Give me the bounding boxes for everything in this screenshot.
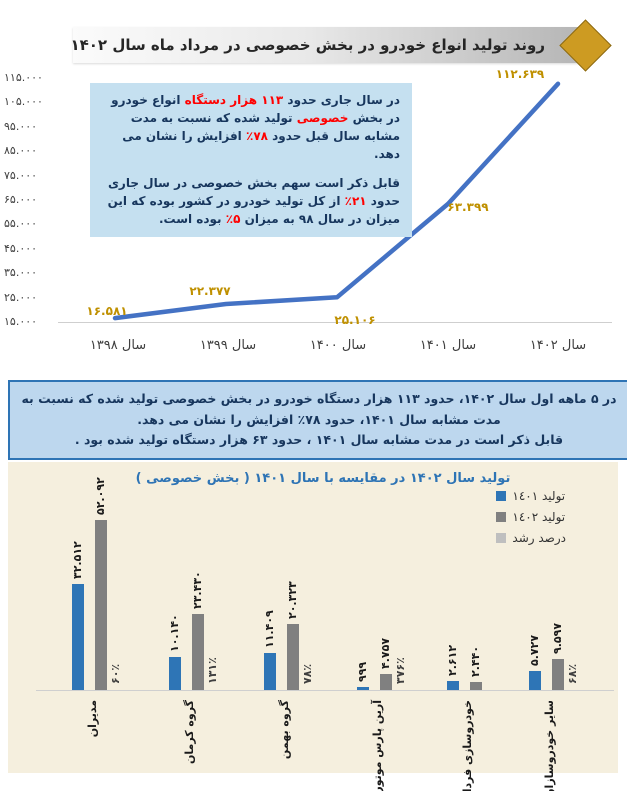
y-axis-tick: ۸۵.۰۰۰ [4,144,38,158]
legend-color-swatch [496,491,507,501]
legend-item: درصد رشد [496,531,566,545]
line-point-label: ۱۱۲.۶۳۹ [495,67,545,81]
bar-value-label-1402: ۲.۴۴۰ [469,645,482,678]
y-axis-tick: ۱۰۵.۰۰۰ [4,95,43,109]
bar-1402-4 [470,682,482,690]
annotation-text: از کل تولید خودرو در کشور بوده که این می… [107,194,400,226]
bar-value-label-1401: ۵.۷۲۷ [528,635,541,667]
line-point-label: ۱۶.۵۸۱ [86,304,128,318]
highlighted-value: ۷۸٪ [245,129,268,143]
bar-1402-1 [192,613,204,690]
legend-color-swatch [496,512,507,522]
highlighted-value: ۱۱۳ هزار دستگاه [184,93,284,107]
bar-value-label-1401: ۱۰.۱۴۰ [168,614,181,652]
line-point-label: ۲۵.۱۰۶ [334,313,376,327]
legend-label: تولید ١٤٠٢ [512,510,566,524]
x-axis-tick: سال ۱۳۹۹ [199,338,257,353]
bar-value-label-1402: ۲۰.۳۲۳ [286,580,299,619]
page-title-bar: روند تولید انواع خودرو در بخش خصوصی در م… [70,27,585,63]
bar-chart: تولید سال ۱۴۰۲ در مقایسه با سال ۱۴۰۱ ( ب… [8,462,618,791]
annotation-paragraph-2: قابل ذکر است سهم بخش خصوصی در سال جاری ح… [102,174,400,228]
bar-1402-5 [552,658,564,690]
line-point-label: ۶۳.۳۹۹ [447,200,489,214]
bar-value-label-1401: ۹۹۹ [356,661,369,682]
bar-value-label-1402: ۹.۵۹۷ [551,622,564,654]
growth-percent-label: ۶۰٪ [109,663,122,684]
annotation-box: در سال جاری حدود ۱۱۳ هزار دستگاه انواع خ… [90,83,412,237]
highlighted-value: خصوصی [296,111,349,125]
bar-value-label-1402: ۴.۷۵۷ [379,638,392,670]
highlighted-value: ۲۱٪ [344,194,367,208]
bar-1401-3 [357,686,369,690]
annotation-text: تولید شده که نسبت به مدت مشابه سال قبل ح… [130,111,400,143]
bar-1401-5 [529,671,541,690]
legend-label: درصد رشد [512,531,566,545]
growth-percent-label: ۷۸٪ [301,663,314,684]
category-label: سایر خودروسازان [543,700,556,791]
bar-1401-0 [72,583,84,690]
annotation-text: بوده است. [158,212,226,226]
growth-percent-label: ۶۸٪ [566,663,579,684]
legend-item: تولید ١٤٠١ [496,489,565,503]
x-axis-tick: سال ۱۳۹۸ [89,338,147,353]
y-axis-tick: ۱۱۵.۰۰۰ [4,71,43,84]
line-point-label: ۲۲.۳۷۷ [189,284,231,298]
y-axis-tick: ۴۵.۰۰۰ [4,241,38,255]
summary-banner-line1: در ۵ ماهه اول سال ۱۴۰۲، حدود ۱۱۳ هزار دس… [21,391,617,427]
bar-baseline [36,690,614,691]
bar-chart-title: تولید سال ۱۴۰۲ در مقایسه با سال ۱۴۰۱ ( ب… [135,471,511,486]
page-title: روند تولید انواع خودرو در بخش خصوصی در م… [70,36,545,54]
y-axis-tick: ۶۵.۰۰۰ [4,193,38,206]
bar-1402-0 [95,519,107,690]
line-chart: ۱۱۵.۰۰۰ ۱۰۵.۰۰۰ ۹۵.۰۰۰ ۸۵.۰۰۰ ۷۵.۰۰۰ ۶۵.۰۰۰ ۵۵… [0,55,627,370]
category-label: گروه بهمن [278,700,291,760]
summary-banner-line2: قابل ذکر است در مدت مشابه سال ۱۴۰۱ ، حدو… [74,432,564,448]
legend-label: تولید ١٤٠١ [512,489,566,503]
annotation-text: افزایش را نشان می دهد. [122,129,400,161]
x-axis-tick: سال ۱۴۰۰ [309,338,367,353]
bar-value-label-1402: ۵۲.۰۹۲ [94,477,107,515]
legend-item: تولید ١٤٠٢ [496,510,565,524]
growth-percent-label: ۱۳۱٪ [206,657,219,684]
legend-color-swatch [496,533,507,543]
bar-1401-2 [264,652,276,690]
category-label: مدیران [86,700,99,738]
bar-1402-2 [287,623,299,690]
y-axis-tick: ۵۵.۰۰۰ [4,217,38,231]
x-axis-tick: سال ۱۴۰۲ [529,338,587,353]
category-label: خودروسازی فردا [461,700,474,791]
category-label: آرین پارس موتور [371,700,384,791]
bar-1401-4 [447,681,459,690]
x-axis-line [58,322,612,323]
bar-chart-legend: تولید ١٤٠١ تولید ١٤٠٢ درصد رشد [496,489,566,545]
annotation-text: در سال جاری حدود [283,93,400,107]
y-axis-tick: ۹۵.۰۰۰ [4,119,38,133]
annotation-text: قابل ذکر است سهم بخش خصوصی در سال جاری ح… [107,176,400,208]
bar-1402-3 [380,674,392,690]
bar-value-label-1401: ۲.۶۱۲ [446,645,459,677]
category-label: گروه کرمان [183,700,196,764]
annotation-text: انواع خودرو در بخش [111,93,400,125]
y-axis-tick: ۲۵.۰۰۰ [4,290,38,304]
y-axis-tick: ۳۵.۰۰۰ [4,266,38,280]
y-axis-tick: ۱۵.۰۰۰ [4,315,38,328]
bar-value-label-1401: ۱۱.۴۰۹ [263,610,276,648]
growth-percent-label: ۳۷۶٪ [394,657,407,684]
x-axis-tick: سال ۱۴۰۱ [419,338,477,353]
bar-value-label-1401: ۳۲.۵۱۲ [71,541,84,579]
bar-value-label-1402: ۲۳.۴۳۰ [191,570,204,609]
highlighted-value: ۵٪ [225,212,241,226]
annotation-paragraph-1: در سال جاری حدود ۱۱۳ هزار دستگاه انواع خ… [102,91,400,163]
summary-banner: در ۵ ماهه اول سال ۱۴۰۲، حدود ۱۱۳ هزار دس… [8,380,627,460]
y-axis-tick: ۷۵.۰۰۰ [4,168,38,182]
bar-1401-1 [169,656,181,690]
